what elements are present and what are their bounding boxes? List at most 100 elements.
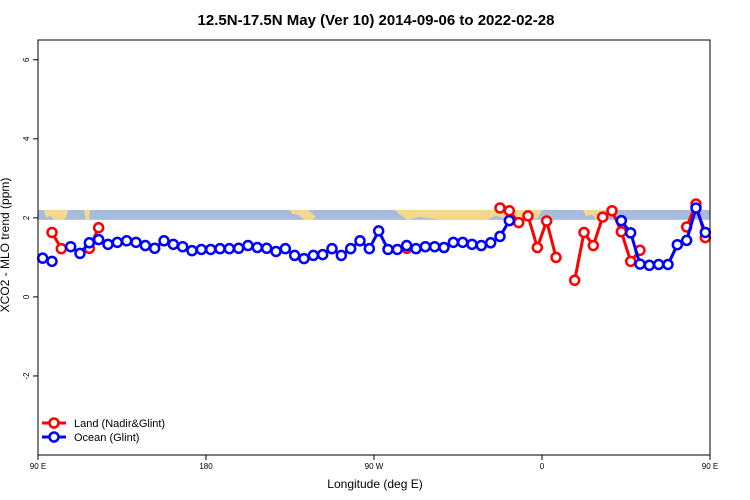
data-point — [139, 239, 152, 252]
data-point — [260, 242, 273, 255]
data-point — [456, 236, 469, 249]
data-point — [447, 236, 460, 249]
data-point — [120, 235, 133, 247]
plot-frame — [37, 39, 711, 456]
data-point — [270, 245, 282, 258]
data-point — [204, 243, 217, 256]
data-point — [111, 236, 124, 249]
data-point — [494, 202, 506, 214]
y-axis-label: XCO2 - MLO trend (ppm) — [0, 178, 12, 313]
data-point — [102, 238, 114, 251]
data-point — [475, 239, 488, 252]
data-point — [690, 202, 702, 214]
data-point — [643, 259, 656, 272]
x-axis-label: Longitude (deg E) — [327, 477, 422, 491]
data-point — [74, 247, 86, 260]
data-point — [624, 227, 637, 239]
x-tick-label: 180 — [199, 462, 213, 471]
data-point — [662, 258, 674, 271]
data-point — [251, 241, 264, 254]
y-tick-label: 4 — [22, 136, 31, 141]
data-point — [298, 252, 310, 265]
data-point — [46, 226, 58, 239]
data-point — [522, 210, 534, 222]
legend-label-land: Land (Nadir&Glint) — [74, 418, 165, 430]
data-point — [195, 243, 208, 256]
data-point — [578, 226, 590, 239]
legend-entry-ocean: Ocean (Glint) — [42, 431, 139, 444]
data-point — [503, 204, 516, 217]
x-tick-label: 0 — [540, 462, 545, 471]
data-point — [316, 248, 329, 261]
data-point — [671, 238, 684, 251]
data-point — [624, 255, 637, 268]
data-point — [428, 240, 441, 253]
data-point — [223, 242, 236, 255]
data-point — [158, 235, 170, 247]
data-point — [288, 249, 301, 262]
data-point — [64, 240, 77, 253]
data-point — [596, 211, 609, 223]
data-point — [148, 242, 161, 255]
data-point — [438, 241, 450, 254]
x-tick-label: 90 W — [365, 462, 384, 471]
data-point — [540, 215, 553, 227]
data-point — [176, 240, 189, 253]
data-point — [354, 235, 366, 247]
data-point — [55, 242, 68, 255]
legend-marker-land — [48, 417, 60, 429]
data-point — [186, 244, 198, 257]
series-land — [46, 198, 712, 287]
land-patch — [290, 209, 316, 220]
legend-marker-ocean — [48, 431, 60, 443]
data-point — [419, 240, 432, 253]
data-point — [568, 274, 581, 287]
data-point — [512, 216, 525, 229]
legend: Land (Nadir&Glint) Ocean (Glint) — [42, 417, 165, 444]
data-point — [391, 243, 404, 256]
data-point — [652, 258, 665, 271]
data-point — [410, 242, 422, 255]
data-point — [680, 234, 693, 247]
data-point — [307, 249, 320, 262]
data-point — [363, 242, 376, 255]
data-point — [400, 239, 413, 252]
data-point — [232, 242, 245, 255]
chart-title: 12.5N-17.5N May (Ver 10) 2014-09-06 to 2… — [198, 12, 555, 29]
y-tick-label: 0 — [22, 294, 31, 299]
legend-label-ocean: Ocean (Glint) — [74, 432, 139, 444]
data-point — [550, 251, 562, 264]
data-point — [466, 238, 478, 251]
series-line — [573, 209, 642, 281]
data-point — [36, 252, 49, 264]
data-point — [46, 255, 58, 268]
data-point — [382, 243, 394, 256]
data-point — [484, 237, 497, 249]
data-point — [699, 226, 712, 239]
y-axis-ticks: -2 0 2 4 6 — [22, 57, 38, 380]
data-point — [587, 239, 600, 252]
data-point — [326, 242, 338, 255]
land-patch — [84, 209, 90, 220]
data-point — [615, 225, 628, 238]
data-point — [83, 237, 96, 249]
data-point — [130, 236, 142, 249]
series-ocean — [36, 202, 712, 272]
data-point — [606, 204, 618, 217]
ocean-band — [38, 209, 710, 220]
land-patch — [44, 209, 68, 220]
data-point — [494, 230, 506, 243]
legend-entry-land: Land (Nadir&Glint) — [42, 417, 165, 430]
data-point — [531, 241, 544, 254]
data-point — [214, 242, 226, 255]
data-point — [615, 214, 628, 227]
data-point — [335, 249, 348, 262]
x-tick-label: 90 E — [702, 462, 718, 471]
series-layer — [36, 198, 712, 287]
data-point — [167, 238, 180, 251]
data-point — [344, 242, 357, 255]
y-tick-label: -2 — [22, 372, 31, 380]
y-tick-label: 6 — [22, 57, 31, 62]
data-point — [92, 221, 105, 234]
